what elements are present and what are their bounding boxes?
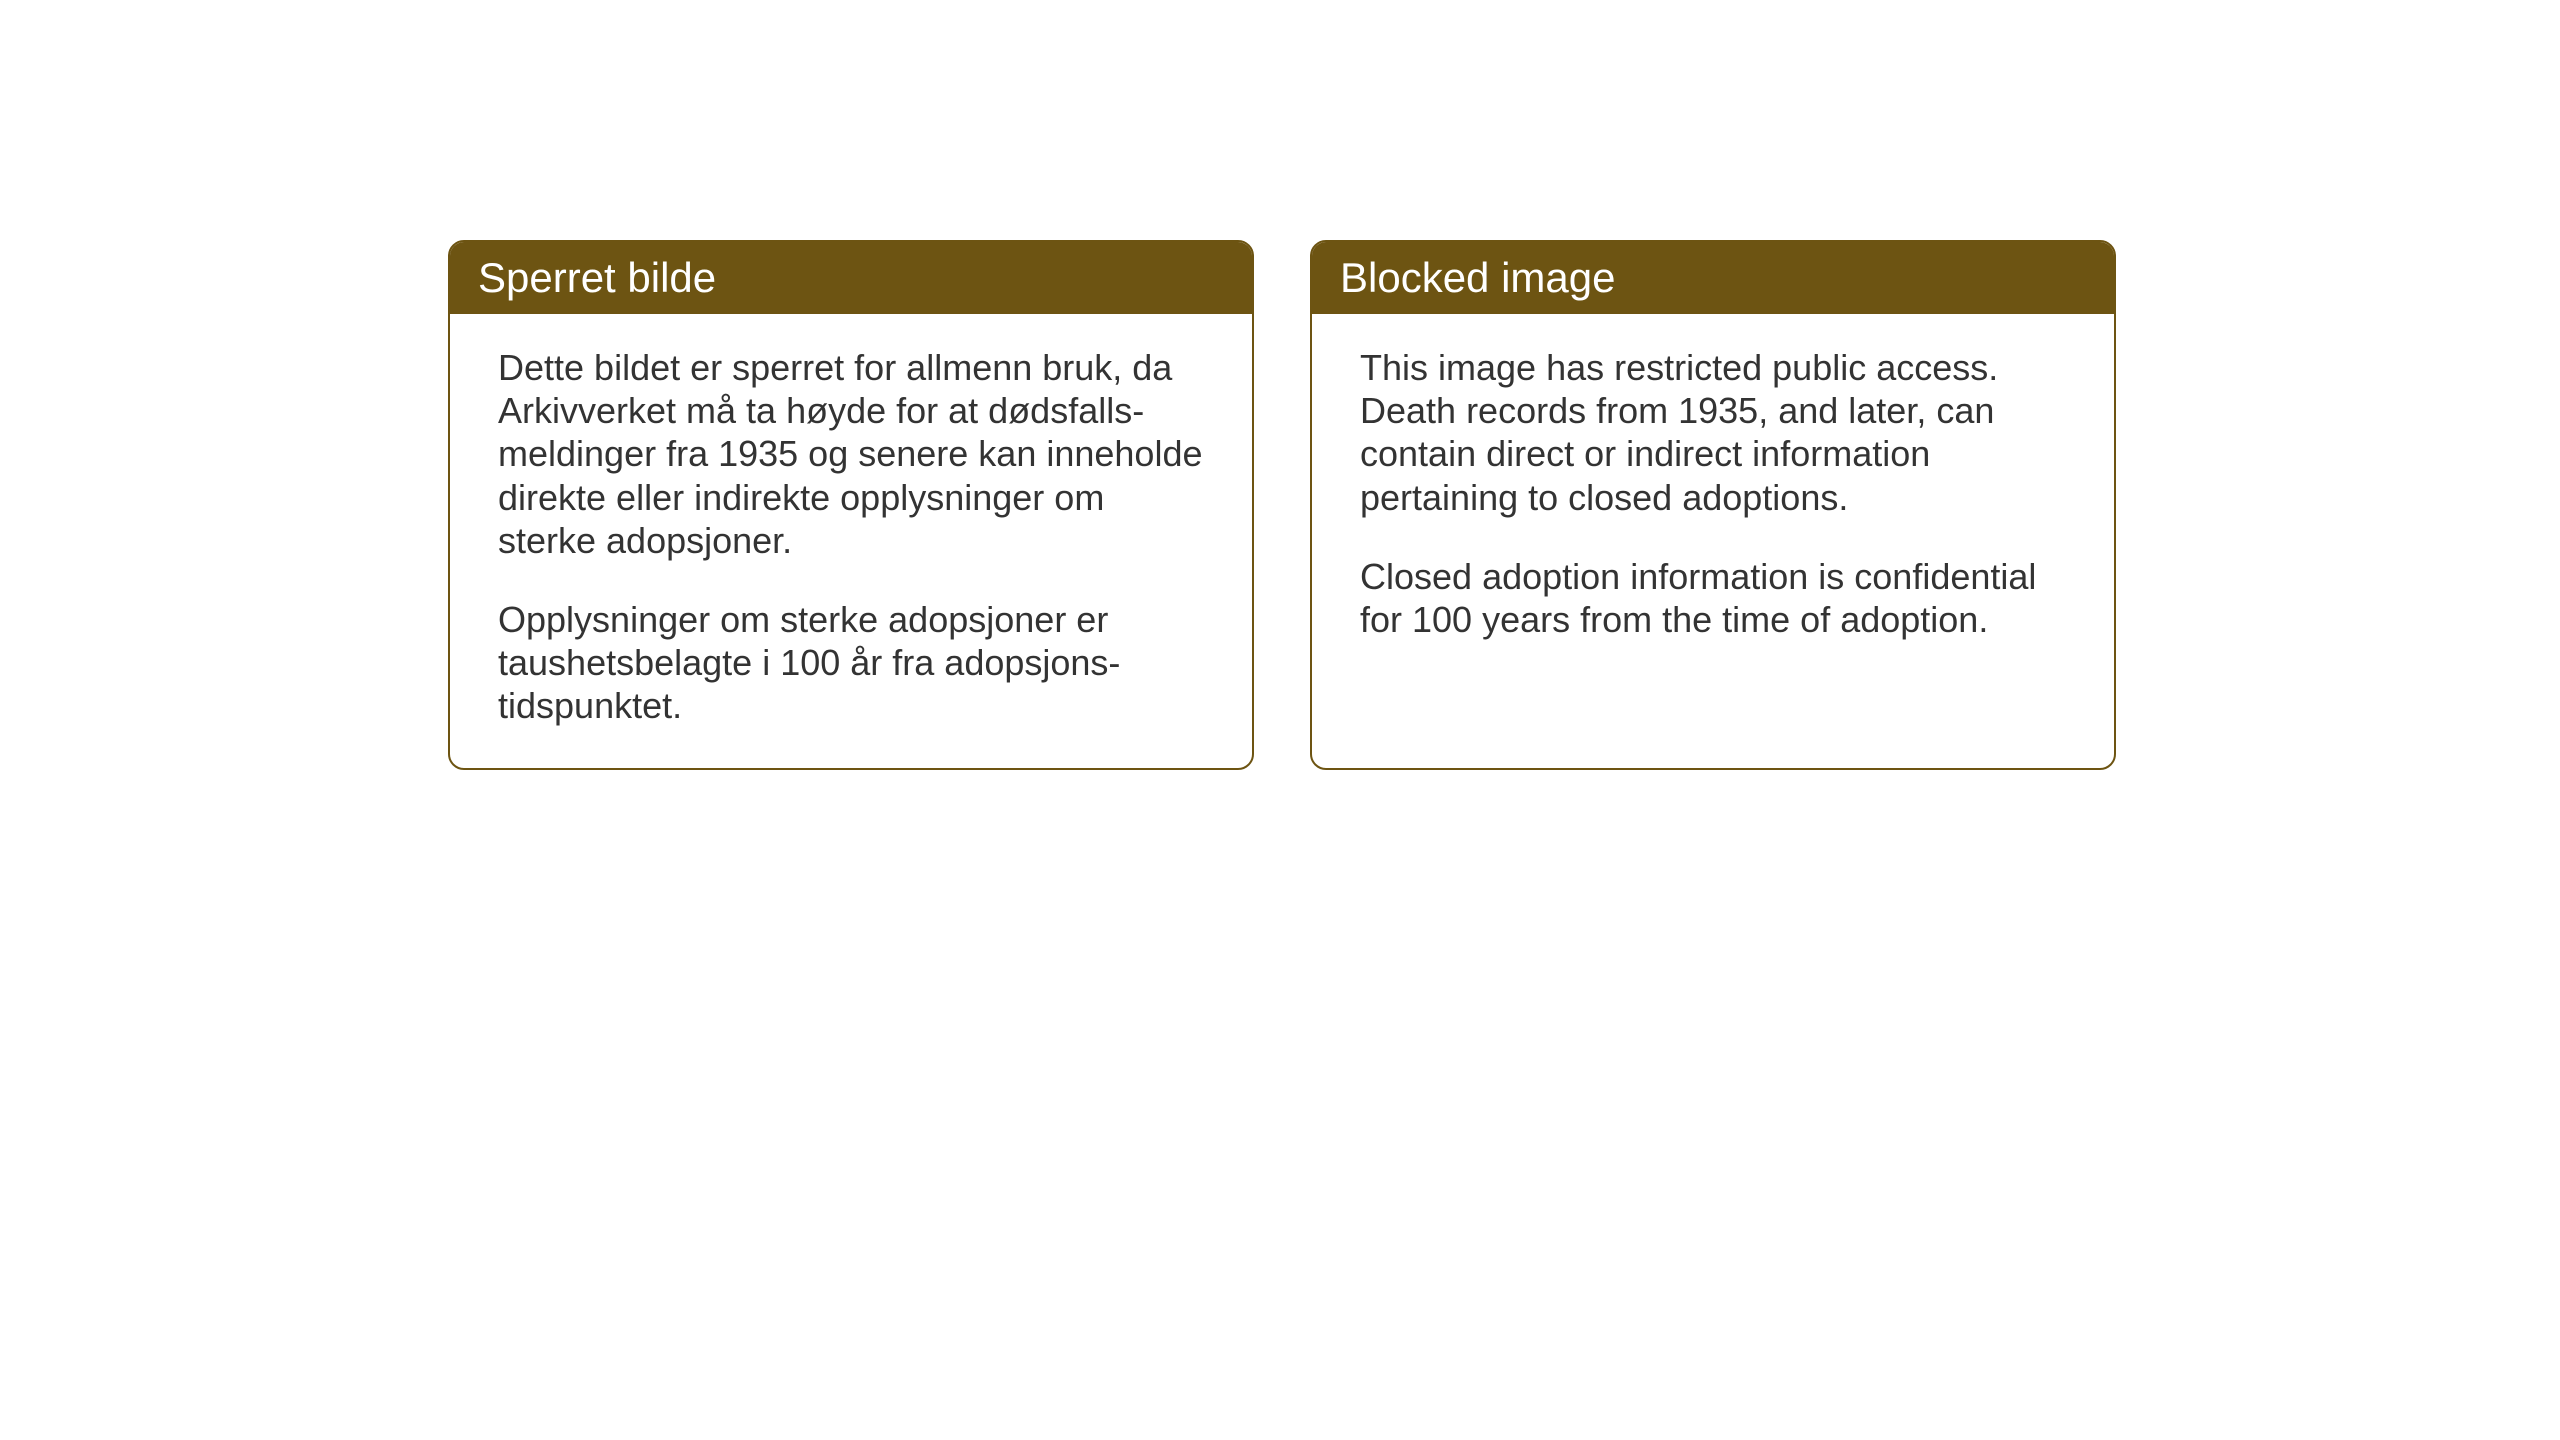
card-header-norwegian: Sperret bilde (450, 242, 1252, 314)
card-title-english: Blocked image (1340, 254, 1615, 301)
card-paragraph-2-norwegian: Opplysninger om sterke adopsjoner er tau… (498, 598, 1204, 728)
card-paragraph-2-english: Closed adoption information is confident… (1360, 555, 2066, 641)
card-paragraph-1-english: This image has restricted public access.… (1360, 346, 2066, 519)
card-english: Blocked image This image has restricted … (1310, 240, 2116, 770)
card-body-norwegian: Dette bildet er sperret for allmenn bruk… (450, 314, 1252, 768)
card-body-english: This image has restricted public access.… (1312, 314, 2114, 681)
card-paragraph-1-norwegian: Dette bildet er sperret for allmenn bruk… (498, 346, 1204, 562)
cards-container: Sperret bilde Dette bildet er sperret fo… (448, 240, 2116, 770)
card-header-english: Blocked image (1312, 242, 2114, 314)
card-title-norwegian: Sperret bilde (478, 254, 716, 301)
card-norwegian: Sperret bilde Dette bildet er sperret fo… (448, 240, 1254, 770)
